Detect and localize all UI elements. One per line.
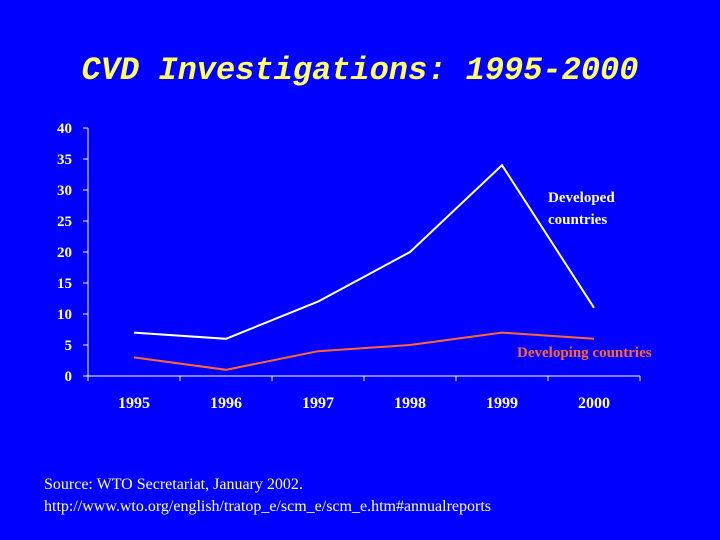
y-tick-label: 15 xyxy=(57,276,72,292)
source-note: Source: WTO Secretariat, January 2002. h… xyxy=(44,474,491,518)
y-tick-label: 40 xyxy=(57,121,72,137)
y-tick-label: 35 xyxy=(57,152,72,168)
y-tick-label: 0 xyxy=(65,369,73,385)
slide-title: CVD Investigations: 1995-2000 xyxy=(81,52,639,89)
x-tick-label: 1996 xyxy=(210,395,242,412)
series-label-developing: Developing countries xyxy=(517,345,652,361)
source-line-2: http://www.wto.org/english/tratop_e/scm_… xyxy=(44,498,492,515)
chart-series xyxy=(133,163,595,371)
y-tick-label: 20 xyxy=(57,245,72,261)
series-labels: Developed countries Developing countries xyxy=(517,190,652,361)
series-label-developed: Developed countries xyxy=(548,190,615,228)
x-tick-label: 1998 xyxy=(394,395,426,412)
y-tick-label: 5 xyxy=(65,338,73,354)
y-tick-label: 30 xyxy=(57,183,72,199)
y-tick-label: 10 xyxy=(57,307,72,323)
y-tick-label: 25 xyxy=(57,214,72,230)
x-tick-label: 1999 xyxy=(486,395,518,412)
x-tick-label: 1995 xyxy=(118,395,150,412)
x-tick-label: 1997 xyxy=(302,395,334,412)
source-line-1: Source: WTO Secretariat, January 2002. xyxy=(44,476,303,493)
x-tick-label: 2000 xyxy=(578,395,610,412)
series-line-developing xyxy=(133,331,595,371)
chart-axes: 0 5 10 15 20 25 30 35 40 1995 1996 1997 1998 1999 2000 xyxy=(57,121,641,412)
series-line-developed xyxy=(133,163,595,340)
